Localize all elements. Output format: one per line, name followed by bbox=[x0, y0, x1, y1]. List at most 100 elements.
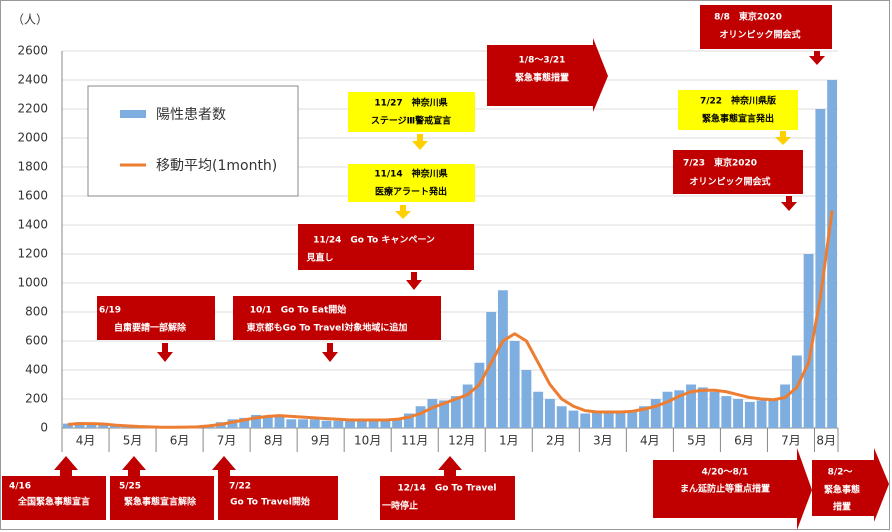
bar bbox=[615, 412, 626, 428]
annotation-text: 措置 bbox=[833, 501, 851, 513]
x-tick-label: 3月 bbox=[593, 434, 613, 448]
x-tick-label: 4月 bbox=[76, 434, 96, 448]
bar bbox=[380, 420, 391, 428]
y-tick-label: 2200 bbox=[17, 102, 48, 116]
annotation-text: 一時停止 bbox=[382, 500, 418, 512]
annotation-text: 11/27 神奈川県 bbox=[374, 97, 447, 109]
x-tick-label: 2月 bbox=[546, 434, 566, 448]
x-tick-label: 12月 bbox=[448, 434, 475, 448]
annotation-text: Go To Travel開始 bbox=[230, 496, 310, 508]
annotation: 7/22 Go To Travel開始 bbox=[212, 456, 338, 520]
annotation-text: まん延防止等重点措置 bbox=[680, 483, 770, 495]
x-tick-label: 4月 bbox=[640, 434, 660, 448]
y-tick-label: 1200 bbox=[17, 247, 48, 261]
x-tick-label: 8月 bbox=[816, 434, 836, 448]
bar bbox=[709, 391, 720, 428]
x-tick-label: 7月 bbox=[217, 434, 237, 448]
annotation-text: 6/19 bbox=[99, 306, 121, 316]
y-tick-label: 600 bbox=[25, 334, 48, 348]
bar bbox=[603, 410, 614, 428]
bar bbox=[450, 396, 461, 428]
y-tick-label: 800 bbox=[25, 305, 48, 319]
bar bbox=[803, 254, 814, 428]
x-tick-label: 5月 bbox=[687, 434, 707, 448]
bar bbox=[262, 416, 273, 428]
bar bbox=[403, 413, 414, 428]
y-tick-label: 2600 bbox=[17, 44, 48, 58]
annotation-text: オリンピック開会式 bbox=[689, 176, 770, 188]
bar bbox=[251, 414, 261, 428]
y-tick-label: 2400 bbox=[17, 73, 48, 87]
y-tick-label: 0 bbox=[40, 421, 48, 435]
bar bbox=[533, 391, 544, 428]
x-tick-label: 10月 bbox=[354, 434, 381, 448]
bar bbox=[744, 401, 755, 428]
x-tick-label: 5月 bbox=[123, 434, 143, 448]
bar bbox=[439, 400, 450, 428]
bar bbox=[462, 384, 473, 428]
annotation-text: 4/20〜8/1 bbox=[702, 468, 749, 478]
bar bbox=[827, 80, 838, 428]
bar bbox=[286, 419, 297, 428]
bar bbox=[768, 399, 779, 428]
bar bbox=[733, 399, 743, 428]
bar bbox=[721, 396, 732, 428]
bar bbox=[497, 290, 508, 428]
x-tick-label: 6月 bbox=[734, 434, 754, 448]
bar bbox=[627, 410, 638, 428]
bar bbox=[815, 109, 826, 428]
annotation-text: オリンピック開会式 bbox=[719, 29, 800, 41]
bar bbox=[239, 417, 250, 428]
legend-label: 陽性患者数 bbox=[156, 107, 226, 123]
annotation-text: 見直し bbox=[305, 252, 333, 264]
bar bbox=[545, 399, 555, 428]
bar bbox=[474, 362, 485, 428]
bar bbox=[321, 420, 332, 428]
bar bbox=[780, 384, 791, 428]
x-tick-label: 9月 bbox=[311, 434, 331, 448]
bar bbox=[521, 370, 532, 428]
bar bbox=[274, 416, 285, 428]
x-tick-label: 8月 bbox=[264, 434, 284, 448]
annotation-text: 10/1 Go To Eat開始 bbox=[250, 304, 347, 316]
bar bbox=[98, 425, 109, 428]
annotation-text: 11/14 神奈川県 bbox=[374, 168, 447, 180]
y-tick-label: 1400 bbox=[17, 218, 48, 232]
legend-swatch bbox=[120, 110, 146, 118]
y-tick-label: 1800 bbox=[17, 160, 48, 174]
annotation-text: 5/25 bbox=[119, 482, 141, 492]
annotation: 4/16 全国緊急事態宣言 bbox=[2, 456, 106, 520]
annotation: 8/2〜 緊急事態 措置 bbox=[812, 448, 889, 522]
annotation: 1/8〜3/21 緊急事態措置 bbox=[487, 38, 608, 112]
bar bbox=[580, 413, 591, 428]
annotation-text: 緊急事態宣言発出 bbox=[702, 113, 774, 125]
bar bbox=[298, 419, 308, 428]
y-tick-label: 1000 bbox=[17, 276, 48, 290]
bar bbox=[756, 400, 767, 428]
legend bbox=[87, 85, 299, 197]
y-tick-label: 200 bbox=[25, 392, 48, 406]
bar bbox=[415, 406, 426, 428]
annotation-text: 11/24 Go To キャンペーン bbox=[313, 235, 435, 246]
annotation-text: 4/16 bbox=[9, 482, 31, 492]
annotation-text: 7/22 神奈川県版 bbox=[700, 95, 776, 107]
bar bbox=[674, 390, 685, 428]
annotation: 7/23 東京2020 オリンピック開会式 bbox=[673, 150, 803, 211]
line bbox=[67, 210, 834, 429]
annotation-text: 自粛要請一部解除 bbox=[114, 322, 187, 334]
annotation-text: 1/8〜3/21 bbox=[519, 56, 566, 66]
y-tick-label: 1600 bbox=[17, 189, 48, 203]
bar bbox=[427, 399, 438, 428]
bar bbox=[62, 423, 73, 428]
y-tick-label: 400 bbox=[25, 363, 48, 377]
annotation: 11/27 神奈川県 ステージⅢ警戒宣言 bbox=[348, 92, 475, 150]
bar bbox=[697, 387, 708, 428]
y-tick-label: 2000 bbox=[17, 131, 48, 145]
legend-label: 移動平均(1month) bbox=[156, 158, 277, 174]
bar bbox=[592, 412, 602, 428]
annotation: 11/14 神奈川県 医療アラート発出 bbox=[348, 164, 475, 219]
bar bbox=[86, 423, 97, 428]
bar bbox=[686, 384, 696, 428]
annotation: 11/24 Go To キャンペーン 見直し bbox=[298, 224, 474, 290]
